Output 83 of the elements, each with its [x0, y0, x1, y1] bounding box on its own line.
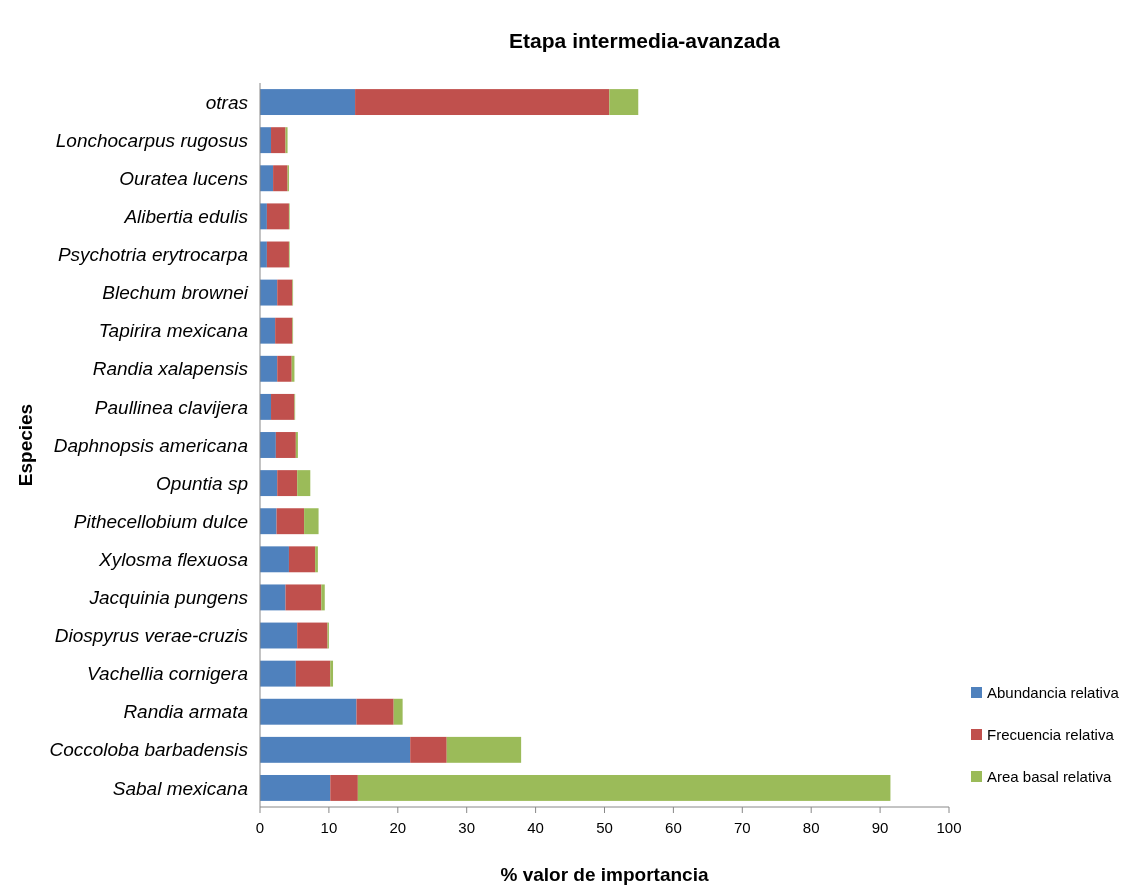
bar — [295, 432, 298, 458]
bar — [266, 203, 289, 230]
y-axis-title: Especies — [15, 403, 36, 487]
legend-label: Area basal relativa — [987, 768, 1112, 786]
chart-title: Etapa intermedia-avanzada — [509, 29, 781, 52]
y-tick-label: Sabal mexicana — [112, 777, 248, 799]
bar — [297, 470, 311, 497]
y-tick-label: Opuntia sp — [156, 472, 248, 494]
bar — [285, 584, 322, 611]
bar — [260, 622, 298, 649]
y-tick-label: Daphnopsis americana — [53, 434, 248, 456]
bar — [275, 432, 296, 458]
bar — [609, 89, 639, 116]
y-tick-label: Tapirira mexicana — [98, 320, 248, 342]
x-tick-label: 0 — [255, 819, 265, 836]
bar — [277, 279, 293, 306]
bar — [277, 470, 298, 497]
x-tick-label: 80 — [802, 819, 820, 836]
bar — [260, 432, 276, 458]
bar — [271, 393, 295, 420]
bar — [260, 127, 272, 154]
bar — [277, 355, 292, 382]
legend-label: Frecuencia relativa — [987, 726, 1115, 744]
bar — [295, 660, 331, 687]
y-tick-label: Psychotria erytrocarpa — [57, 244, 248, 266]
bar — [276, 508, 305, 535]
y-tick-label: Alibertia edulis — [123, 206, 249, 228]
bar — [315, 546, 318, 573]
bar — [260, 393, 272, 420]
y-tick-label: otras — [205, 91, 249, 113]
bar — [410, 736, 447, 763]
bar — [266, 241, 289, 268]
y-tick-label: Xylosma flexuosa — [98, 548, 248, 570]
bar — [321, 584, 325, 611]
bar — [446, 736, 522, 763]
legend-label: Abundancia relativa — [987, 684, 1120, 702]
y-tick-label: Pithecellobium dulce — [73, 510, 248, 532]
bar — [260, 736, 411, 763]
y-tick-label: Coccoloba barbadensis — [49, 739, 249, 761]
y-tick-label: Blechum brownei — [102, 282, 249, 304]
x-tick-label: 50 — [596, 819, 613, 836]
bar — [356, 698, 394, 725]
bar — [260, 355, 278, 382]
x-tick-label: 40 — [527, 819, 544, 836]
bar — [357, 774, 891, 801]
bar — [260, 279, 278, 306]
bar — [393, 698, 403, 725]
bar — [260, 660, 296, 687]
bar — [288, 546, 316, 573]
bar — [273, 165, 288, 192]
bar — [297, 622, 328, 649]
x-tick-label: 100 — [936, 819, 962, 836]
bar — [304, 508, 319, 535]
bar — [355, 89, 610, 116]
y-tick-label: Vachellia cornigera — [87, 663, 248, 685]
x-tick-label: 70 — [733, 819, 751, 836]
y-tick-label: Randia xalapensis — [92, 358, 249, 380]
bar — [260, 89, 356, 116]
bar — [330, 660, 334, 687]
bar — [260, 584, 286, 611]
bar — [260, 317, 276, 344]
x-tick-label: 20 — [389, 819, 407, 836]
bar — [275, 317, 293, 344]
bar — [330, 774, 358, 801]
x-tick-label: 90 — [871, 819, 889, 836]
x-tick-label: 30 — [458, 819, 476, 836]
x-tick-label: 10 — [320, 819, 338, 836]
y-tick-label: Lonchocarpus rugosus — [55, 129, 249, 151]
bar — [260, 698, 357, 725]
bar — [285, 127, 288, 154]
y-tick-label: Jacquinia pungens — [88, 587, 249, 609]
bar — [260, 546, 289, 573]
bar — [271, 127, 286, 154]
bar — [260, 470, 278, 497]
bar — [260, 774, 331, 801]
bar — [260, 508, 277, 535]
y-tick-label: Paullinea clavijera — [94, 396, 248, 418]
y-tick-label: Diospyrus verae-cruzis — [54, 625, 249, 647]
x-tick-label: 60 — [665, 819, 682, 836]
y-tick-label: Randia armata — [123, 701, 248, 723]
y-tick-label: Ouratea lucens — [119, 167, 249, 189]
x-axis-title: % valor de importancia — [500, 864, 709, 885]
bar — [260, 165, 274, 192]
